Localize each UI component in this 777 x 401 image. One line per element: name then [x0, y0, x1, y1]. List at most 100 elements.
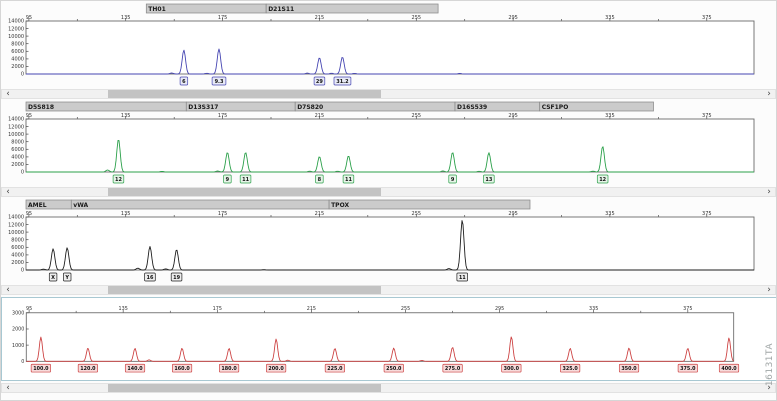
- y-tick-label: 14000: [8, 19, 24, 25]
- red-channel-plot: 95 135 175 215 255 295 335 375 0 1000 2000 3000 100.…: [12, 306, 740, 373]
- allele-label[interactable]: 400.0: [718, 363, 740, 373]
- scroll-right-button[interactable]: ›: [767, 285, 771, 295]
- x-tick-label: 255: [401, 306, 410, 312]
- allele-label[interactable]: 350.0: [618, 363, 640, 373]
- allele-label[interactable]: 8: [315, 174, 324, 184]
- allele-label[interactable]: 9: [223, 174, 232, 184]
- svg-text:Y: Y: [64, 275, 69, 281]
- panel-red-channel-selected[interactable]: 95 135 175 215 255 295 335 375 0 1000 2000 3000 100.…: [1, 297, 776, 381]
- panel-green-channel[interactable]: D5S818 D13S317 D7S820 D16S539 CSF1PO 95 135 175…: [1, 101, 776, 185]
- hscrollbar-3: ‹ ›: [1, 285, 776, 295]
- allele-label[interactable]: 275.0: [442, 363, 463, 373]
- svg-text:9.3: 9.3: [215, 79, 224, 85]
- svg-text:180.0: 180.0: [221, 366, 237, 372]
- allele-label[interactable]: 100.0: [30, 363, 51, 373]
- scroll-track[interactable]: [14, 90, 763, 98]
- hscrollbar-4: ‹ ›: [1, 383, 776, 393]
- scroll-left-button[interactable]: ‹: [6, 187, 10, 197]
- panel-blue-channel[interactable]: TH01 D21S11 95 135 175 215 255 295 335 375 0 2000 40…: [1, 3, 776, 87]
- y-tick-label: 2000: [11, 260, 24, 266]
- allele-label[interactable]: 140.0: [124, 363, 146, 373]
- hscrollbar-2: ‹ ›: [1, 187, 776, 197]
- hscrollbar-1: ‹ ›: [1, 89, 776, 99]
- y-tick-label: 12000: [8, 222, 24, 228]
- allele-label[interactable]: 11: [456, 272, 468, 282]
- allele-label[interactable]: 9.3: [211, 76, 227, 86]
- allele-label[interactable]: 13: [483, 174, 495, 184]
- scroll-track[interactable]: [14, 384, 763, 392]
- allele-label[interactable]: 325.0: [560, 363, 581, 373]
- allele-label[interactable]: 12: [596, 174, 609, 184]
- trace-blue-channel: [26, 48, 754, 75]
- marker-bar-TPOX[interactable]: [328, 199, 531, 210]
- y-tick-label: 0: [21, 72, 24, 78]
- allele-label[interactable]: 200.0: [266, 363, 287, 373]
- x-tick-label: 95: [26, 306, 32, 312]
- y-tick-label: 14000: [8, 215, 24, 221]
- x-tick-label: 175: [213, 306, 222, 312]
- allele-label[interactable]: 180.0: [219, 363, 240, 373]
- svg-text:100.0: 100.0: [33, 366, 49, 372]
- y-tick-label: 10000: [8, 230, 24, 236]
- allele-label[interactable]: X: [48, 272, 58, 282]
- allele-label[interactable]: 300.0: [501, 363, 522, 373]
- y-tick-label: 2000: [11, 162, 24, 168]
- allele-label[interactable]: 250.0: [383, 363, 404, 373]
- y-tick-label: 3000: [12, 310, 24, 316]
- scroll-thumb[interactable]: [107, 188, 381, 196]
- allele-label[interactable]: 120.0: [77, 363, 98, 373]
- y-tick-label: 8000: [11, 237, 24, 243]
- y-tick-label: 10000: [8, 34, 24, 40]
- scroll-left-button[interactable]: ‹: [6, 89, 10, 99]
- allele-label[interactable]: 19: [170, 272, 183, 282]
- allele-label[interactable]: 160.0: [171, 363, 193, 373]
- marker-bar-D21S11[interactable]: [265, 3, 439, 14]
- svg-text:140.0: 140.0: [127, 366, 143, 372]
- allele-label[interactable]: 6: [179, 76, 189, 86]
- allele-label[interactable]: Y: [63, 272, 72, 282]
- svg-text:16: 16: [147, 275, 154, 281]
- svg-text:120.0: 120.0: [80, 366, 96, 372]
- scroll-track[interactable]: [14, 188, 763, 196]
- trace-green-channel: [26, 139, 754, 173]
- y-tick-label: 12000: [8, 124, 24, 130]
- marker-label: CSF1PO: [542, 104, 569, 111]
- panel-black-channel[interactable]: AMEL vWA TPOX 95 135 175 215 255 295 335 375 0 2000 4…: [1, 199, 776, 283]
- svg-text:275.0: 275.0: [445, 366, 461, 372]
- scroll-thumb[interactable]: [107, 286, 381, 294]
- marker-bar-CSF1PO[interactable]: [539, 101, 654, 112]
- scroll-thumb[interactable]: [107, 384, 381, 392]
- svg-text:6: 6: [182, 79, 186, 85]
- svg-text:375.0: 375.0: [680, 366, 696, 372]
- allele-label[interactable]: 11: [239, 174, 252, 184]
- scroll-track[interactable]: [14, 286, 763, 294]
- x-tick-label: 215: [307, 306, 316, 312]
- marker-label: TH01: [148, 6, 165, 13]
- scroll-left-button[interactable]: ‹: [6, 383, 10, 393]
- x-tick-label: 135: [119, 306, 128, 312]
- allele-label[interactable]: 11: [342, 174, 355, 184]
- x-tick-label: 335: [589, 306, 598, 312]
- y-tick-label: 6000: [11, 49, 24, 55]
- scroll-left-button[interactable]: ‹: [6, 285, 10, 295]
- svg-text:200.0: 200.0: [268, 366, 284, 372]
- svg-text:31.2: 31.2: [336, 79, 349, 85]
- allele-label[interactable]: 375.0: [677, 363, 698, 373]
- scroll-right-button[interactable]: ›: [767, 383, 771, 393]
- scroll-right-button[interactable]: ›: [767, 187, 771, 197]
- y-tick-label: 1000: [12, 343, 24, 349]
- marker-bar-vWA[interactable]: [70, 199, 330, 210]
- scroll-right-button[interactable]: ›: [767, 89, 771, 99]
- svg-text:250.0: 250.0: [386, 366, 402, 372]
- allele-label[interactable]: 12: [112, 174, 125, 184]
- allele-label[interactable]: 29: [313, 76, 326, 86]
- svg-text:11: 11: [345, 177, 352, 183]
- allele-label[interactable]: 31.2: [333, 76, 352, 86]
- svg-text:11: 11: [459, 275, 466, 281]
- allele-label[interactable]: 9: [448, 174, 457, 184]
- allele-label[interactable]: 225.0: [324, 363, 345, 373]
- scroll-thumb[interactable]: [107, 90, 381, 98]
- y-tick-label: 0: [21, 170, 24, 176]
- allele-label[interactable]: 16: [144, 272, 156, 282]
- svg-text:350.0: 350.0: [621, 366, 637, 372]
